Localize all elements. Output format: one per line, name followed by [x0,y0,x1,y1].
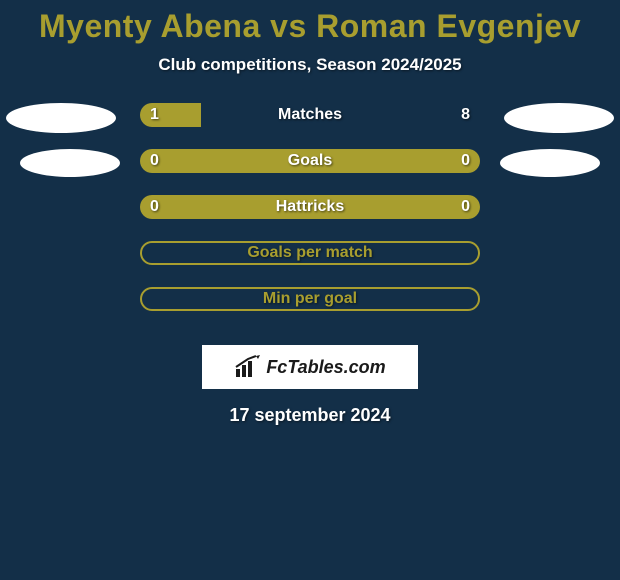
stat-bar: 00Hattricks [140,195,480,219]
stat-bar: Goals per match [140,241,480,265]
brand-logo-box: FcTables.com [202,345,418,389]
stat-bar: 00Goals [140,149,480,173]
page-title: Myenty Abena vs Roman Evgenjev [0,8,620,45]
subtitle: Club competitions, Season 2024/2025 [0,55,620,75]
stats-area: 18Matches 00Goals 00Hattricks Goals per mat… [0,103,620,333]
stat-label: Min per goal [142,289,478,309]
stat-row: 00Goals [0,149,620,195]
player-photo-right [504,103,614,133]
chart-icon [234,355,262,379]
stat-bar: 18Matches [140,103,480,127]
date: 17 september 2024 [0,405,620,426]
stat-row: 00Hattricks [0,195,620,241]
player-photo-left [6,103,116,133]
comparison-infographic: Myenty Abena vs Roman Evgenjev Club comp… [0,0,620,426]
player-photo-right [500,149,600,177]
stat-bar: Min per goal [140,287,480,311]
player-photo-left [20,149,120,177]
stat-label: Goals [140,149,480,173]
stat-label: Matches [140,103,480,127]
stat-label: Goals per match [142,243,478,263]
stat-row: Min per goal [0,287,620,333]
stat-row: 18Matches [0,103,620,149]
stat-label: Hattricks [140,195,480,219]
stat-row: Goals per match [0,241,620,287]
brand-logo: FcTables.com [234,355,385,379]
brand-text: FcTables.com [266,357,385,378]
